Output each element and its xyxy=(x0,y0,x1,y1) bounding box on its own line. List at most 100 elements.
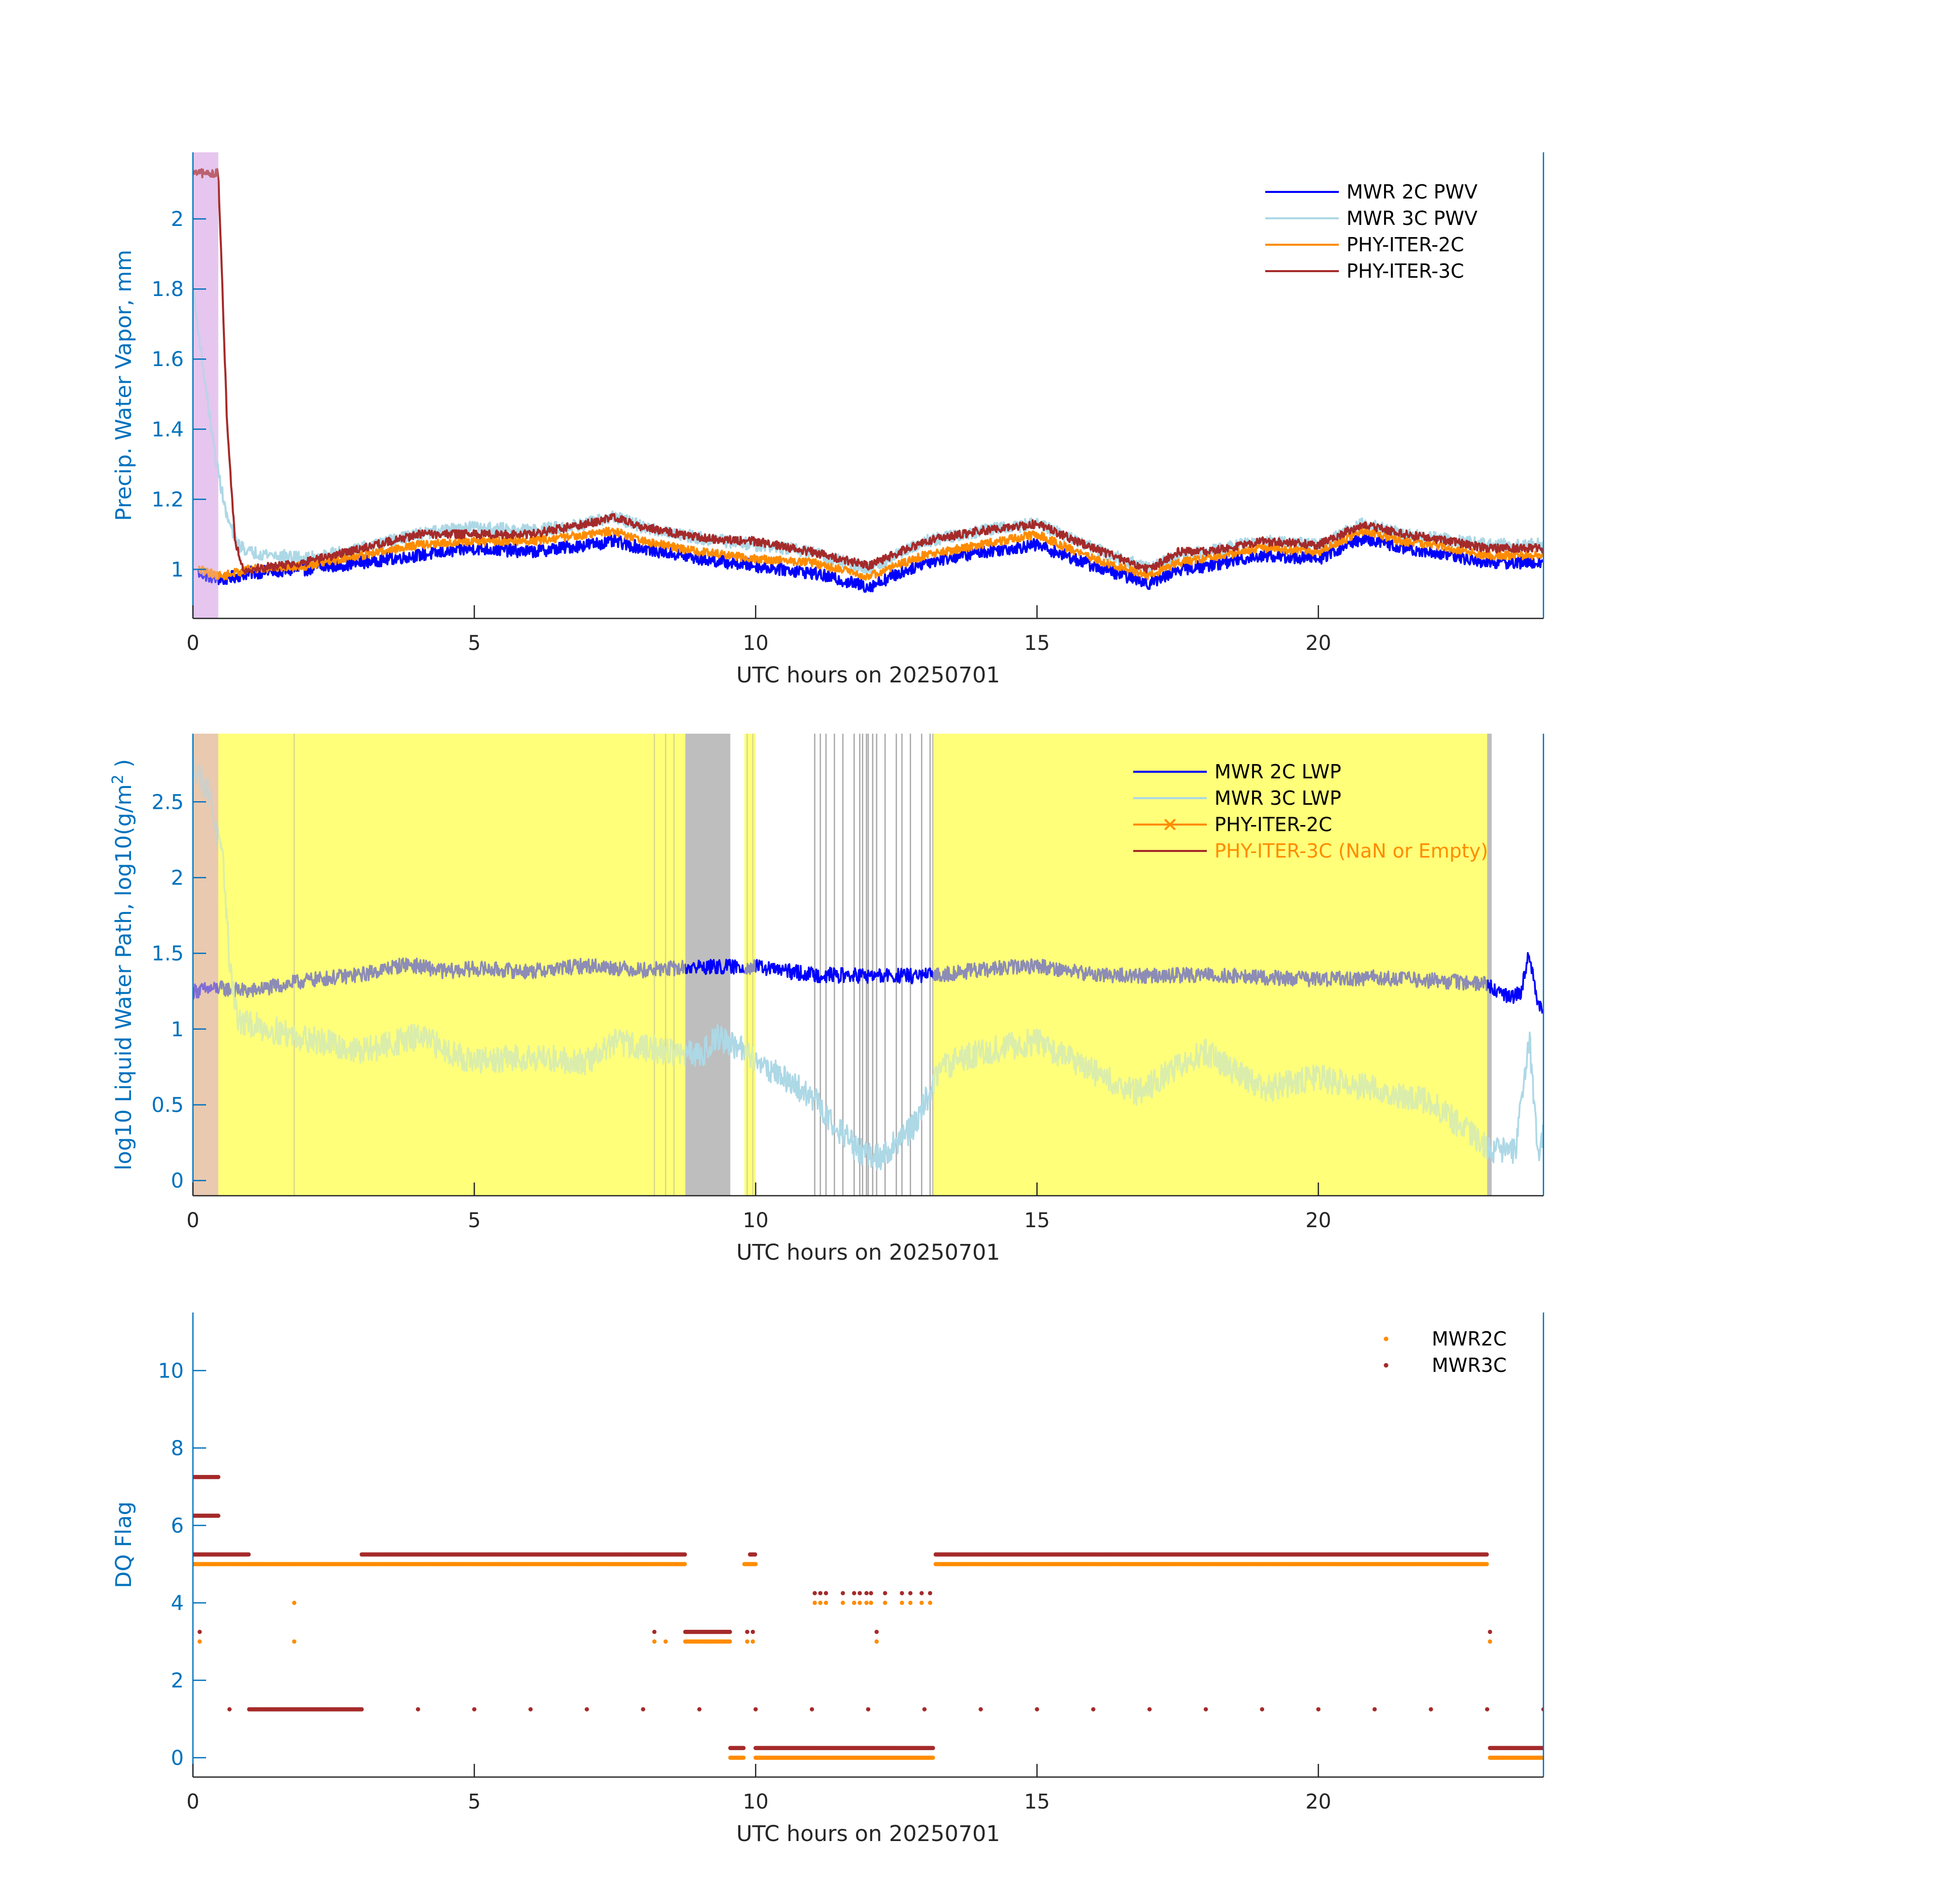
pwv-x-axis-label: UTC hours on 20250701 xyxy=(736,663,1000,688)
dq-point-MWR2C xyxy=(931,1755,935,1760)
dq-point-MWR3C xyxy=(883,1591,887,1596)
pwv-shaded-overlay xyxy=(193,152,218,618)
dq-point-MWR3C xyxy=(919,1591,924,1596)
dq-point-MWR2C xyxy=(682,1562,687,1566)
dq-point-MWR2C xyxy=(750,1639,755,1644)
dq-legend-marker xyxy=(1384,1363,1389,1368)
dq-point-MWR3C xyxy=(216,1514,221,1518)
dq-point-MWR3C xyxy=(1203,1707,1208,1712)
dq-point-MWR2C xyxy=(198,1639,202,1644)
dq-point-MWR3C xyxy=(472,1707,477,1712)
dq-point-MWR2C xyxy=(824,1600,829,1605)
dq-point-MWR2C xyxy=(864,1600,869,1605)
dq-point-MWR2C xyxy=(652,1639,657,1644)
dq-point-MWR3C xyxy=(809,1707,814,1712)
pwv-series-line-2 xyxy=(198,527,1543,581)
lwp-shaded-overlay xyxy=(744,734,756,1196)
dq-point-MWR3C xyxy=(682,1552,687,1557)
dq-point-MWR3C xyxy=(1429,1707,1433,1712)
pwv-plot-area xyxy=(193,152,1543,618)
dq-point-MWR3C xyxy=(812,1591,817,1596)
lwp-plot-area xyxy=(193,734,1543,1196)
dq-point-MWR3C xyxy=(227,1707,232,1712)
dq-point-MWR3C xyxy=(978,1707,983,1712)
lwp-x-tick-label: 20 xyxy=(1305,1209,1331,1232)
dq-point-MWR3C xyxy=(928,1591,933,1596)
dq-point-MWR3C xyxy=(745,1629,749,1634)
dq-legend-label: MWR3C xyxy=(1432,1354,1506,1376)
dq-x-tick-label: 10 xyxy=(743,1790,769,1814)
dq-y-tick-label: 2 xyxy=(171,1669,184,1692)
dq-point-MWR3C xyxy=(246,1552,251,1557)
pwv-legend-label: PHY-ITER-3C xyxy=(1346,260,1464,282)
dq-point-MWR2C xyxy=(292,1639,297,1644)
lwp-x-tick-label: 15 xyxy=(1024,1209,1050,1232)
dq-point-MWR2C xyxy=(840,1600,845,1605)
dq-point-MWR3C xyxy=(866,1707,871,1712)
dq-point-MWR3C xyxy=(818,1591,822,1596)
dq-point-MWR3C xyxy=(198,1629,202,1634)
lwp-shaded-overlay xyxy=(193,734,218,1196)
dq-point-MWR3C xyxy=(741,1746,746,1750)
dq-point-MWR2C xyxy=(818,1600,822,1605)
pwv-series-line-3 xyxy=(193,168,1543,574)
lwp-legend-label: PHY-ITER-3C (NaN or Empty) xyxy=(1214,840,1488,862)
dq-point-MWR3C xyxy=(750,1629,755,1634)
dq-point-MWR3C xyxy=(864,1591,869,1596)
dq-point-MWR3C xyxy=(1316,1707,1321,1712)
dq-x-tick-label: 20 xyxy=(1305,1790,1331,1814)
pwv-legend-label: MWR 2C PWV xyxy=(1346,181,1477,203)
dq-point-MWR3C xyxy=(584,1707,589,1712)
dq-point-MWR2C xyxy=(874,1639,879,1644)
dq-y-tick-label: 0 xyxy=(171,1747,184,1770)
dq-point-MWR3C xyxy=(359,1707,364,1712)
lwp-y-tick-label: 0.5 xyxy=(151,1094,184,1117)
lwp-x-tick-label: 5 xyxy=(468,1209,480,1232)
dq-point-MWR3C xyxy=(1147,1707,1152,1712)
dq-point-MWR3C xyxy=(1485,1552,1489,1557)
pwv-legend-label: PHY-ITER-2C xyxy=(1346,234,1464,256)
dq-point-MWR3C xyxy=(416,1707,420,1712)
dq-point-MWR2C xyxy=(292,1600,297,1605)
pwv-panel: 0 5 10 15 20 1 1.2 1.4 1.6 1.8 2 UTC hours on 20250… xyxy=(111,152,1544,688)
dq-y-tick-label: 4 xyxy=(171,1592,184,1615)
dq-point-MWR2C xyxy=(852,1600,857,1605)
dq-point-MWR2C xyxy=(1485,1562,1489,1566)
dq-point-MWR3C xyxy=(697,1707,702,1712)
dq-x-tick-label: 15 xyxy=(1024,1790,1050,1814)
lwp-shaded-overlay xyxy=(218,734,685,1196)
dq-point-MWR3C xyxy=(652,1629,657,1634)
lwp-x-axis-label: UTC hours on 20250701 xyxy=(736,1240,1000,1265)
dq-panel: 0 5 10 15 20 0 2 4 6 8 10 UTC hours on 20250701 DQ F… xyxy=(111,1312,1544,1847)
pwv-legend-label: MWR 3C PWV xyxy=(1346,207,1477,229)
lwp-y-axis-label: log10 Liquid Water Path, log10(g/m2 ) xyxy=(109,759,137,1170)
dq-point-MWR2C xyxy=(919,1600,924,1605)
lwp-legend: MWR 2C LWP MWR 3C LWP PHY-ITER-2C PHY-ITER-… xyxy=(1133,761,1488,862)
dq-point-MWR2C xyxy=(745,1639,749,1644)
dq-point-MWR3C xyxy=(1260,1707,1265,1712)
pwv-y-tick-label: 2 xyxy=(171,208,184,231)
pwv-y-axis-label: Precip. Water Vapor, mm xyxy=(111,250,137,521)
dq-point-MWR2C xyxy=(663,1639,668,1644)
dq-y-axis-label: DQ Flag xyxy=(111,1501,137,1588)
pwv-series-line-0 xyxy=(198,532,1543,593)
lwp-legend-marker xyxy=(1164,818,1176,831)
dq-point-MWR2C xyxy=(741,1755,746,1760)
dq-point-MWR3C xyxy=(1372,1707,1377,1712)
pwv-y-tick-label: 1 xyxy=(171,558,184,581)
lwp-legend-label: PHY-ITER-2C xyxy=(1214,813,1332,836)
pwv-y-tick-label: 1.4 xyxy=(151,418,184,441)
dq-point-MWR3C xyxy=(858,1591,862,1596)
pwv-x-tick-label: 0 xyxy=(186,632,199,655)
pwv-x-tick-label: 15 xyxy=(1024,632,1050,655)
dq-plot-area xyxy=(193,1474,1543,1760)
dq-point-MWR3C xyxy=(753,1552,758,1557)
dq-point-MWR2C xyxy=(858,1600,862,1605)
pwv-y-tick-label: 1.6 xyxy=(151,348,184,371)
lwp-panel: 0 5 10 15 20 0 0.5 1 1.5 2 2.5 UTC hours on 2025070… xyxy=(109,734,1544,1265)
pwv-y-tick-label: 1.2 xyxy=(151,488,184,511)
dq-point-MWR3C xyxy=(1035,1707,1039,1712)
dq-point-MWR3C xyxy=(216,1474,221,1480)
dq-point-MWR3C xyxy=(922,1707,927,1712)
